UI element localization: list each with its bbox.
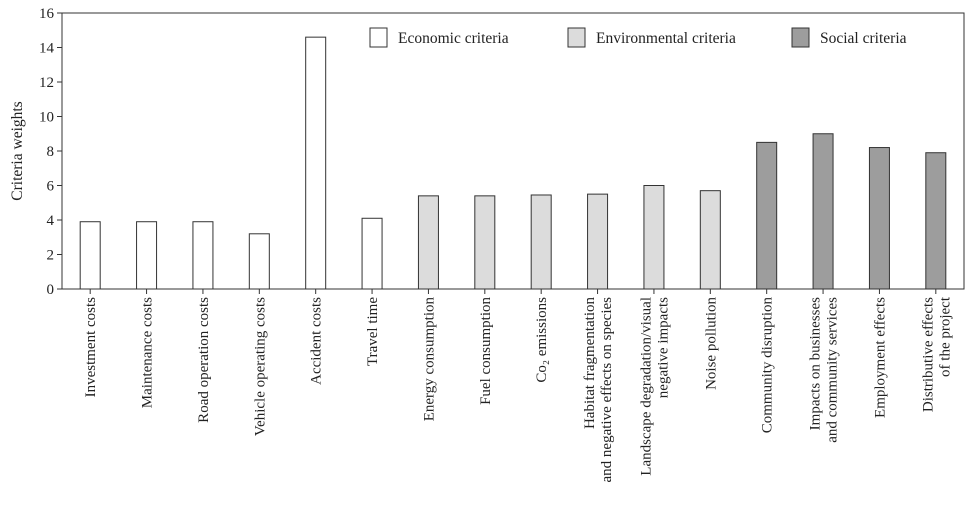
axes: 0 2 4 6 8 10 12 14 16 [39,6,965,298]
y-tick-label: 6 [47,179,55,195]
bar [756,141,778,290]
legend-label: Environmental criteria [596,30,736,47]
category-label: Distributive effectsof the project [920,296,953,412]
bar [925,152,947,290]
category-label: Energy consumption [421,297,437,422]
category-label: Noise pollution [703,297,719,390]
legend-swatch [567,27,586,48]
bar [530,194,552,290]
legend-swatch [369,27,388,48]
y-tick-label: 8 [47,144,55,160]
category-label: Habitat fragmentationand negative effect… [582,297,615,483]
bar [587,193,609,290]
bar [192,221,214,290]
category-label: Travel time [365,297,381,366]
category-label: Community disruption [760,297,776,434]
bar [136,221,158,290]
category-label: Impacts on businessesand community servi… [808,297,841,443]
category-label: Fuel consumption [478,297,494,405]
bar [474,195,496,290]
legend-label: Social criteria [820,30,907,47]
category-labels: Investment costs Maintenance costs Road op… [83,296,953,482]
y-tick-label: 12 [39,75,54,91]
bar [248,233,270,290]
bar [643,185,665,290]
category-label: Maintenance costs [140,297,156,408]
bar [699,190,721,290]
category-label: Employment effects [872,297,888,418]
bars [79,36,947,290]
bar [812,133,834,290]
legend-label: Economic criteria [398,30,509,47]
y-tick-label: 10 [39,110,54,126]
bar [305,36,327,290]
category-label: Accident costs [309,297,325,385]
bar [417,195,439,290]
category-label: Investment costs [83,297,99,398]
bar [868,147,890,290]
category-label: Vehicle operating costs [252,297,268,436]
y-tick-label: 2 [47,248,55,264]
legend-swatch [791,27,810,48]
y-tick-label: 14 [39,41,55,57]
bar [79,221,101,290]
category-label: Landscape degradation/visualnegative imp… [638,297,671,476]
y-axis-label: Criteria weights [9,101,26,200]
bar [361,217,383,290]
category-label: Road operation costs [196,297,212,423]
y-tick-label: 16 [39,6,55,22]
y-tick-label: 4 [47,213,55,229]
y-tick-label: 0 [47,282,55,298]
category-label: Co₂ emissions [534,297,550,383]
legend: Economic criteria Environmental criteria S… [369,27,907,48]
